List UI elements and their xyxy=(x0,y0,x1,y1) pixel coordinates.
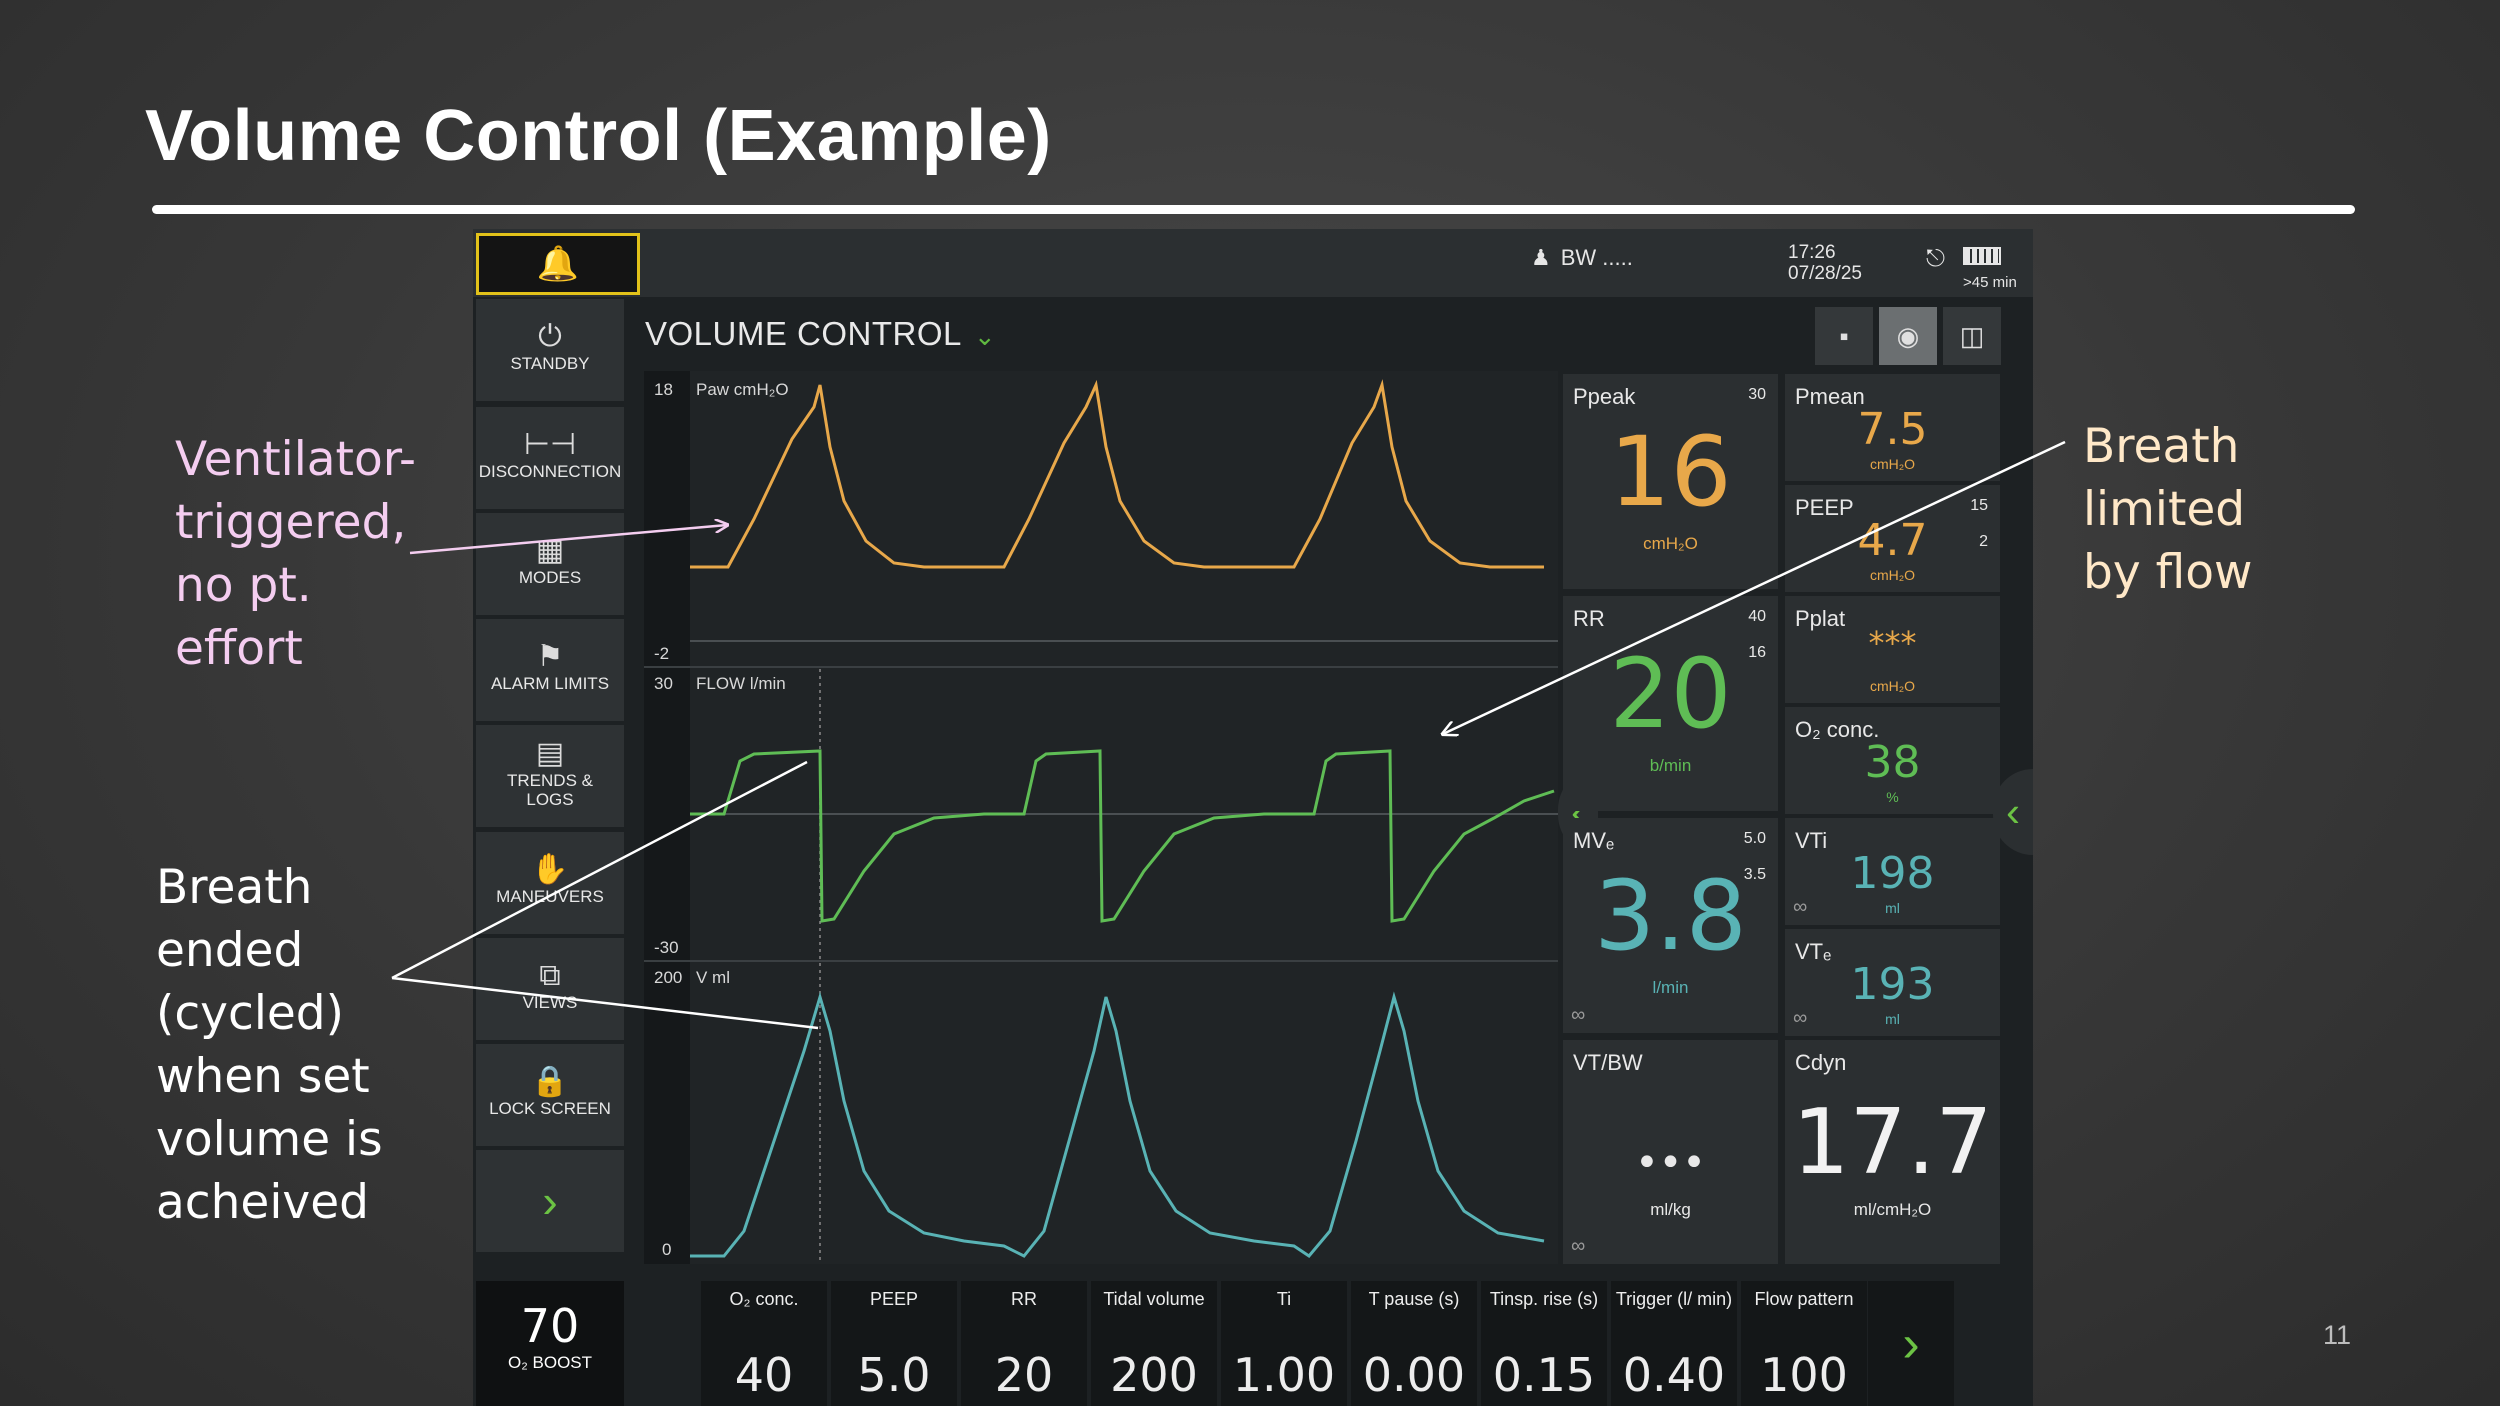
video-button[interactable]: ▪ xyxy=(1815,307,1873,365)
vte-monitor: VTₑ 193 ml ∞ xyxy=(1785,929,2000,1036)
ventilator-screen: 🔔 ♟ BW ..... 17:26 07/28/25 ⎋ >45 min ⏻ S… xyxy=(473,229,2033,1406)
battery-time: >45 min xyxy=(1963,274,2017,291)
mve-monitor: MVₑ 5.0 3.5 3.8 l/min ∞ xyxy=(1563,818,1778,1033)
mode-selector[interactable]: VOLUME CONTROL ⌄ xyxy=(645,315,996,353)
chevron-left-icon: ‹ xyxy=(2006,788,2020,835)
chevron-right-icon: › xyxy=(542,1174,558,1227)
plug-icon: ⎋ xyxy=(1926,245,1945,272)
video-camera-icon: ▪ xyxy=(1839,320,1849,351)
peep-monitor: PEEP 15 2 4.7 cmH₂O xyxy=(1785,485,2000,592)
trends-icon: ▤ xyxy=(535,736,565,770)
o2-boost-button[interactable]: 70 O₂ BOOST xyxy=(476,1281,624,1406)
flow-label: FLOW l/min xyxy=(696,674,786,693)
lung-icon: ∞ xyxy=(1793,1007,1808,1029)
patient-icon: ♟ xyxy=(1531,245,1551,270)
lung-icon: ∞ xyxy=(1571,1004,1586,1026)
volume-scale-bottom: 0 xyxy=(662,1240,671,1259)
volume-label: V ml xyxy=(696,968,730,987)
setting-ti[interactable]: Ti 1.00 xyxy=(1221,1281,1347,1406)
patient-info[interactable]: ♟ BW ..... xyxy=(1531,245,1633,271)
setting-trigger[interactable]: Trigger (l/ min) 0.40 xyxy=(1611,1281,1737,1406)
layers-icon: ◫ xyxy=(1959,320,1985,351)
top-status-bar: 🔔 ♟ BW ..... 17:26 07/28/25 ⎋ >45 min xyxy=(473,229,2033,297)
disconnection-button[interactable]: ⊢⊣ DISCONNECTION xyxy=(476,407,624,509)
alarm-limits-button[interactable]: ⚑ ALARM LIMITS xyxy=(476,619,624,721)
flow-scale-bottom: -30 xyxy=(654,938,679,957)
page-number: 11 xyxy=(2323,1320,2352,1350)
chevron-down-icon: ⌄ xyxy=(973,321,997,351)
waveform-area: 18 Paw cmH₂O -2 30 FLOW l/min -30 200 V … xyxy=(644,371,1558,1264)
alarm-bell-icon: ⚑ xyxy=(536,640,564,673)
sidebar-more-button[interactable]: › xyxy=(476,1150,624,1252)
paw-label: Paw cmH₂O xyxy=(696,380,789,399)
settings-bar: 70 O₂ BOOST O₂ conc. 40 PEEP 5.0 RR 20 Tida… xyxy=(473,1281,2033,1406)
setting-rr[interactable]: RR 20 xyxy=(961,1281,1087,1406)
volume-scale-top: 200 xyxy=(654,968,682,987)
title-underline xyxy=(152,205,2355,214)
volume-waveform xyxy=(690,991,1545,1258)
date: 07/28/25 xyxy=(1788,263,1862,284)
flow-waveform xyxy=(690,749,1555,923)
layers-button[interactable]: ◫ xyxy=(1943,307,2001,365)
cdyn-monitor: Cdyn 17.7 ml/cmH₂O xyxy=(1785,1040,2000,1264)
graph-scale-strip xyxy=(644,371,690,1264)
setting-flow-pattern[interactable]: Flow pattern 100 xyxy=(1741,1281,1867,1406)
views-button[interactable]: ⧉ VIEWS xyxy=(476,938,624,1040)
disconnection-icon: ⊢⊣ xyxy=(523,428,577,461)
vti-monitor: VTi 198 ml ∞ xyxy=(1785,818,2000,925)
camera-icon: ◉ xyxy=(1896,320,1920,351)
lock-icon: 🔒 xyxy=(531,1065,569,1098)
hand-icon: ✋ xyxy=(531,853,569,886)
setting-tidal-volume[interactable]: Tidal volume 200 xyxy=(1091,1281,1217,1406)
bell-icon: 🔔 xyxy=(536,245,580,283)
patient-label: BW ..... xyxy=(1560,245,1633,270)
lung-icon: ∞ xyxy=(1571,1235,1586,1257)
annotation-ventilator-triggered: Ventilator- triggered, no pt. effort xyxy=(175,432,417,676)
time: 17:26 xyxy=(1788,242,1836,263)
paw-scale-top: 18 xyxy=(654,380,673,399)
paw-waveform xyxy=(690,379,1544,569)
setting-tinsp-rise[interactable]: Tinsp. rise (s) 0.15 xyxy=(1481,1281,1607,1406)
lock-screen-button[interactable]: 🔒 LOCK SCREEN xyxy=(476,1044,624,1146)
standby-button[interactable]: ⏻ STANDBY xyxy=(476,299,624,401)
chevron-right-icon: › xyxy=(1902,1314,1920,1373)
trends-logs-button[interactable]: ▤ TRENDS & LOGS xyxy=(476,725,624,827)
rr-monitor: RR 40 16 20 b/min xyxy=(1563,596,1778,811)
power-icon: ⏻ xyxy=(538,320,562,353)
modes-button[interactable]: ▦ MODES xyxy=(476,513,624,615)
settings-next-button[interactable]: › xyxy=(1868,1281,1954,1406)
ppeak-monitor: Ppeak 30 16 cmH₂O xyxy=(1563,374,1778,589)
battery-icon xyxy=(1963,247,2001,265)
alarm-button[interactable]: 🔔 xyxy=(476,233,640,295)
vtbw-monitor: VT/BW ••• ml/kg ∞ xyxy=(1563,1040,1778,1264)
o2-monitor: O₂ conc. 38 % xyxy=(1785,707,2000,814)
lung-icon: ∞ xyxy=(1793,896,1808,918)
setting-o2-conc[interactable]: O₂ conc. 40 xyxy=(701,1281,827,1406)
views-icon: ⧉ xyxy=(539,959,561,992)
photo-button[interactable]: ◉ xyxy=(1879,307,1937,365)
mode-title: VOLUME CONTROL xyxy=(645,315,962,352)
clock: 17:26 07/28/25 xyxy=(1788,242,1862,284)
annotation-breath-limited: Breath limited by flow xyxy=(2083,419,2253,600)
annotation-breath-ended: Breath ended (cycled) when set volume is… xyxy=(156,860,383,1230)
maneuvers-button[interactable]: ✋ MANEUVERS xyxy=(476,832,624,934)
setting-peep[interactable]: PEEP 5.0 xyxy=(831,1281,957,1406)
pmean-monitor: Pmean 7.5 cmH₂O xyxy=(1785,374,2000,481)
setting-t-pause[interactable]: T pause (s) 0.00 xyxy=(1351,1281,1477,1406)
slide-title: Volume Control (Example) xyxy=(145,96,1052,176)
paw-scale-bottom: -2 xyxy=(654,644,669,663)
flow-scale-top: 30 xyxy=(654,674,673,693)
pplat-monitor: Pplat *** cmH₂O xyxy=(1785,596,2000,703)
grid-icon: ▦ xyxy=(535,534,565,567)
